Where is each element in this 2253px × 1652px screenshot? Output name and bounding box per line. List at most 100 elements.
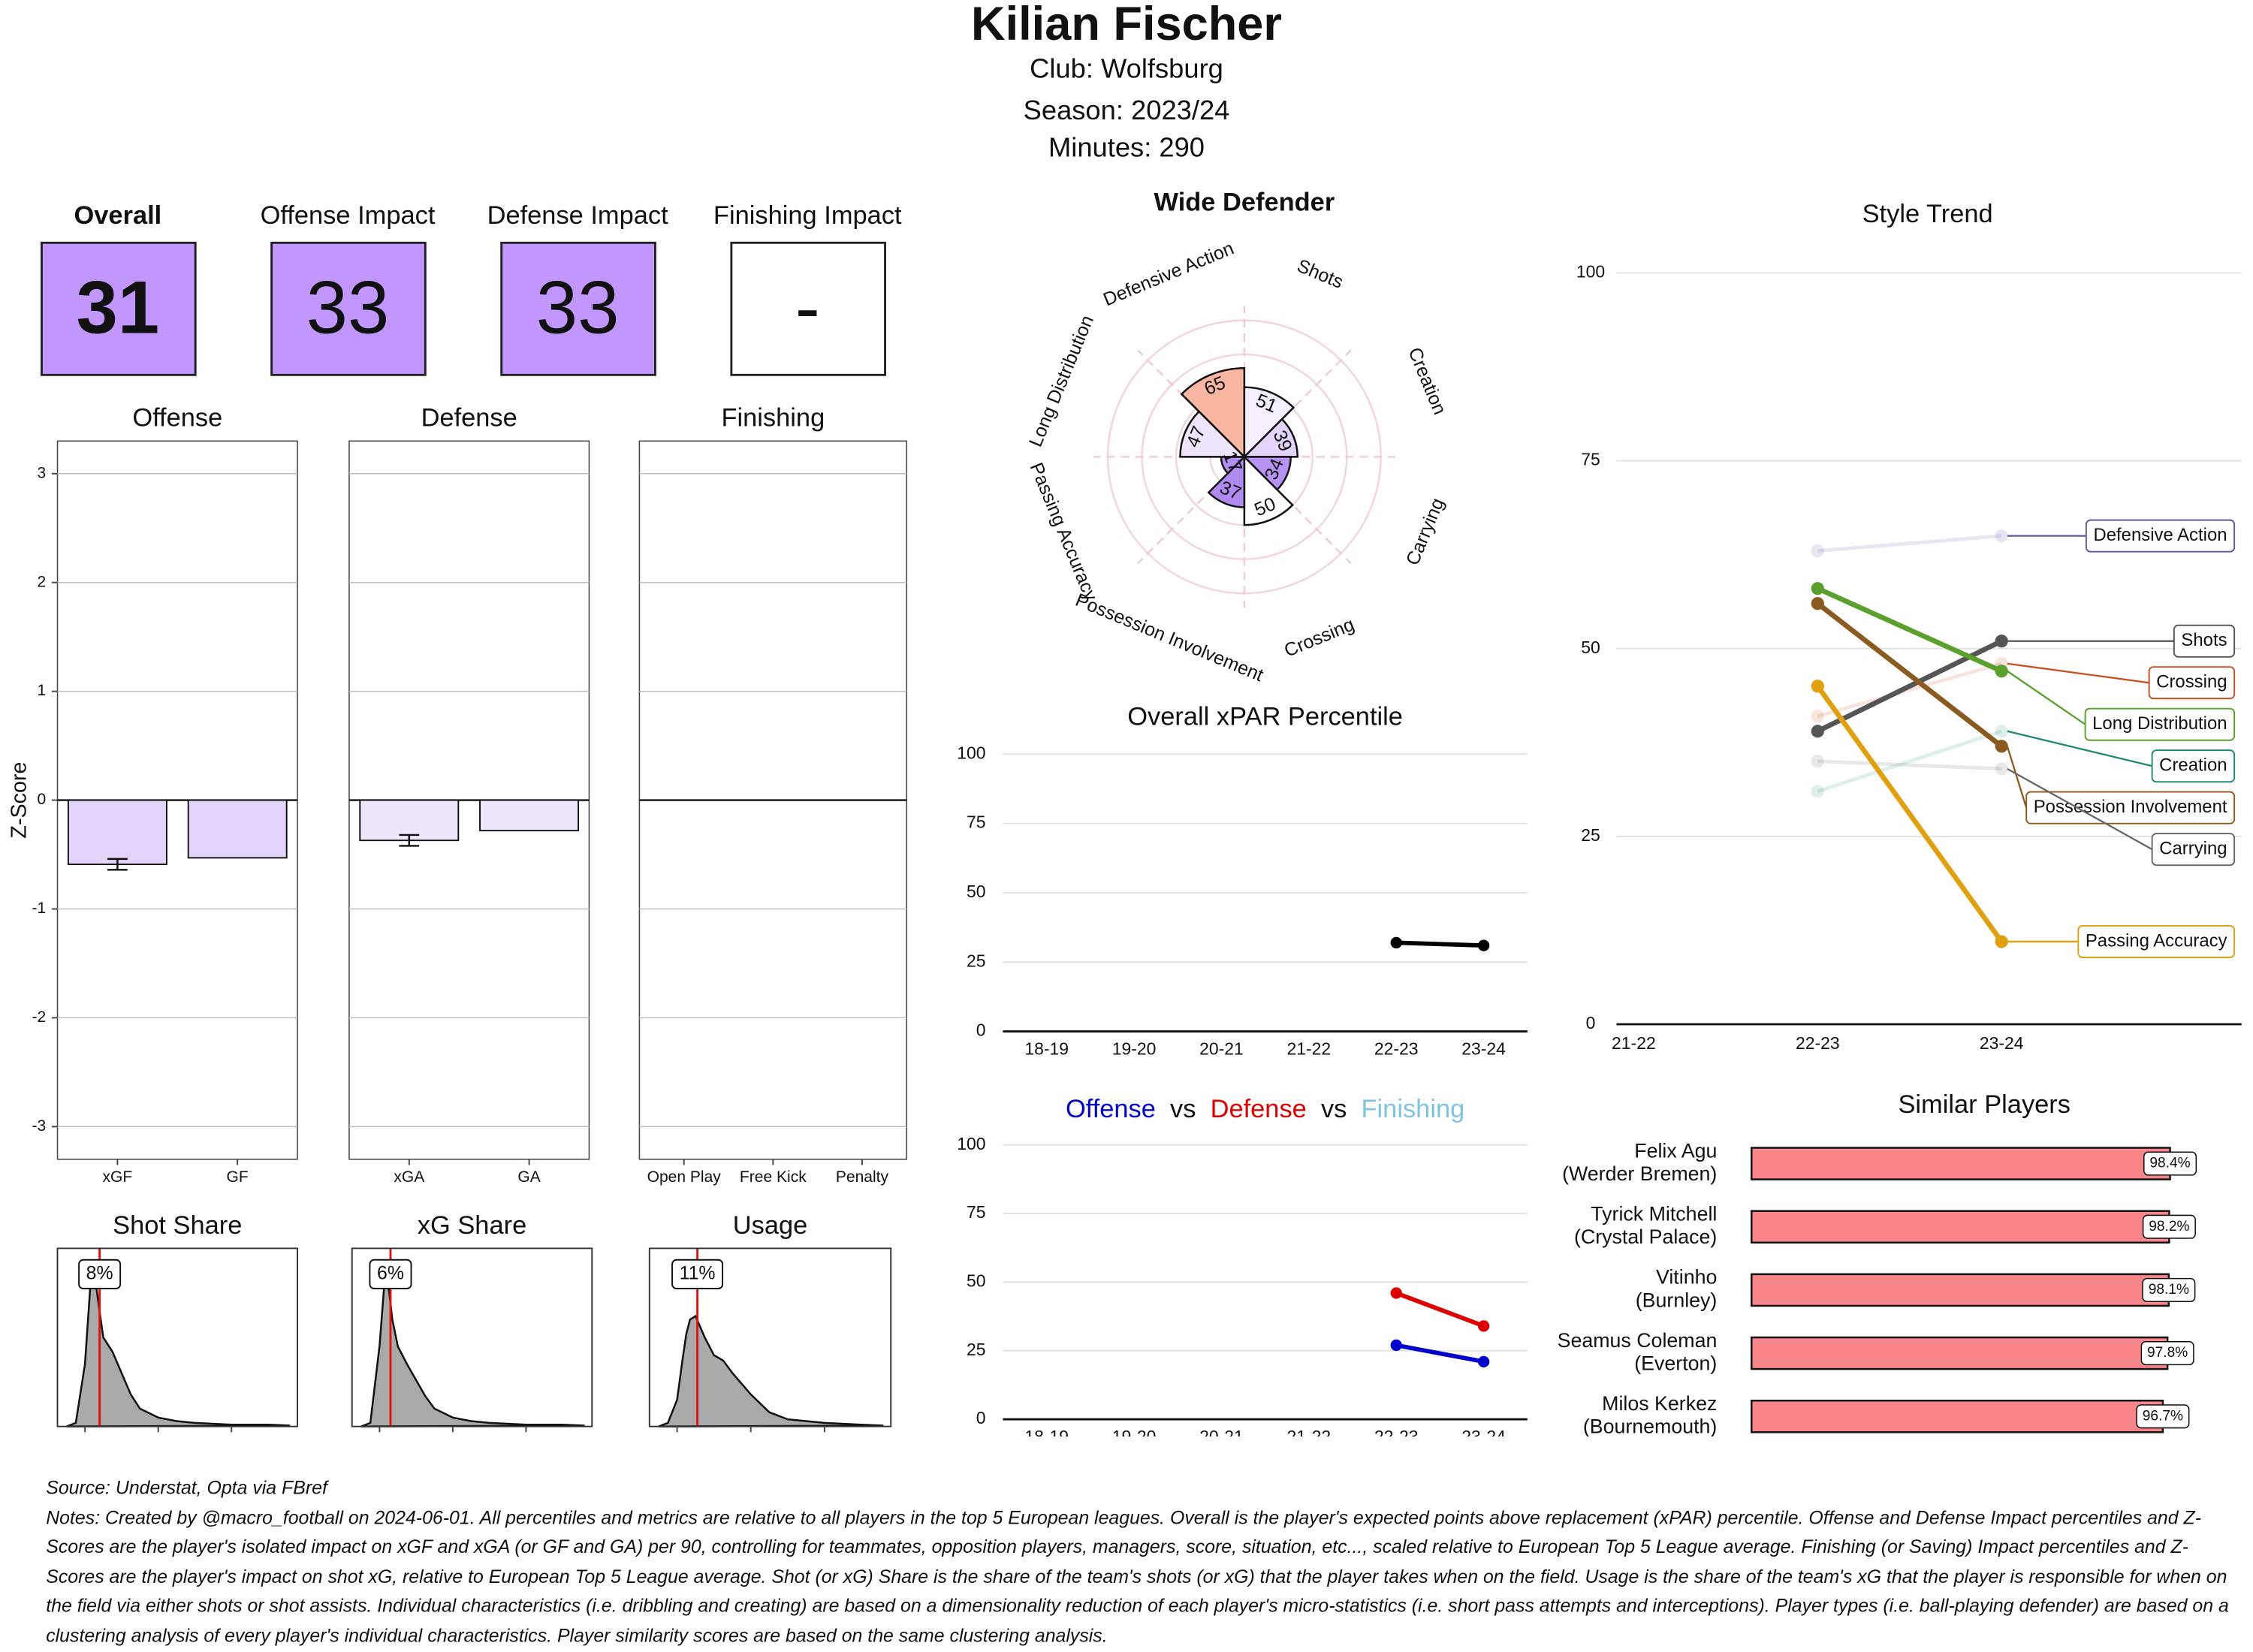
- bar: [1751, 1273, 2170, 1307]
- x-tick-label: Penalty: [836, 1168, 889, 1186]
- series-label: Crossing: [2156, 672, 2227, 692]
- point: [1811, 544, 1824, 558]
- x-tick-label: Open Play: [647, 1168, 722, 1186]
- value-label: 98.1%: [2149, 1282, 2189, 1298]
- series-label: Creation: [2159, 755, 2227, 775]
- label-box: [2085, 519, 2236, 553]
- x-tick-label: xGF: [103, 1168, 133, 1186]
- label-box: [2025, 791, 2236, 824]
- player-club: (Werder Bremen): [1562, 1162, 1717, 1185]
- bar: [187, 799, 288, 859]
- point: [1811, 710, 1824, 723]
- series-label: Shots: [2181, 630, 2227, 650]
- y-axis-label: Z-Score: [7, 762, 31, 839]
- point: [1995, 740, 2008, 753]
- marker-label: 6%: [377, 1262, 404, 1283]
- wedge: [1207, 454, 1246, 508]
- point: [1811, 785, 1824, 798]
- point: [1390, 1339, 1402, 1352]
- x-tick-label: xGA: [394, 1168, 424, 1186]
- card-value: -: [795, 266, 820, 349]
- value-label-box: [2136, 1404, 2190, 1429]
- label-connector: [2007, 662, 2149, 684]
- series-line: [1395, 1343, 1485, 1364]
- y-tick-label: -2: [32, 1008, 47, 1026]
- y-tick-label: 50: [967, 1271, 986, 1290]
- x-tick-label: 23-24: [1980, 1033, 2024, 1053]
- x-tick-label: GA: [517, 1168, 540, 1186]
- footer: Source: Understat, Opta via FBref Notes:…: [46, 1474, 2233, 1650]
- point: [1390, 1287, 1402, 1299]
- x-tick-label: 22-23: [1796, 1033, 1840, 1053]
- y-tick-label: 25: [1581, 825, 1600, 845]
- x-tick-label: 21-22: [1286, 1039, 1331, 1058]
- value-label: 98.4%: [2149, 1156, 2190, 1171]
- chart-title: Overall xPAR Percentile: [1127, 703, 1403, 731]
- point: [1995, 935, 2008, 948]
- category-label: Carrying: [1402, 495, 1449, 568]
- y-tick-label: 1: [38, 682, 47, 699]
- value-label-box: [2142, 1214, 2196, 1239]
- y-tick-label: 0: [38, 791, 47, 808]
- y-tick-label: 25: [967, 951, 986, 970]
- title-separator: vs: [1321, 1095, 1347, 1123]
- panel-title: Defense: [421, 404, 517, 433]
- card-label: Finishing Impact: [713, 201, 902, 230]
- series-line: [1817, 534, 2002, 553]
- value-label: 96.7%: [2143, 1408, 2183, 1424]
- series-line: [1815, 684, 2004, 943]
- y-tick-label: 75: [967, 1202, 986, 1222]
- category-label: Defensive Action: [1100, 238, 1237, 311]
- bar: [1751, 1210, 2170, 1244]
- series-line: [1395, 1291, 1485, 1328]
- category-label: Passing Accuracy: [1026, 460, 1102, 604]
- y-tick-label: 100: [957, 743, 985, 762]
- series-line: [1817, 662, 2002, 719]
- series-label: Passing Accuracy: [2086, 930, 2227, 951]
- y-tick-label: 25: [967, 1340, 986, 1359]
- series-label: Carrying: [2159, 838, 2227, 858]
- legend-entry: Offense: [1066, 1095, 1156, 1123]
- category-label: Long Distribution: [1025, 312, 1098, 450]
- series-label: Long Distribution: [2092, 713, 2227, 734]
- wedge: [1241, 418, 1299, 458]
- marker-label-box: [369, 1259, 412, 1289]
- series-line: [1817, 729, 2002, 794]
- card-value: 33: [306, 266, 390, 349]
- legend-entry: Defense: [1211, 1095, 1307, 1123]
- x-tick-label: 18-19: [1024, 1427, 1069, 1436]
- page-title: Kilian Fischer: [971, 0, 1282, 50]
- y-tick-label: 75: [1581, 450, 1600, 469]
- point: [1477, 1320, 1490, 1332]
- series-line: [1396, 940, 1484, 948]
- chart-title: Similar Players: [1898, 1090, 2071, 1119]
- point: [1995, 725, 2008, 738]
- category-label: Shots: [1294, 255, 1346, 293]
- value-label-box: [2140, 1341, 2194, 1366]
- chart-title: Wide Defender: [1154, 188, 1335, 217]
- y-tick-label: -3: [32, 1117, 47, 1135]
- panel-title: Usage: [733, 1211, 808, 1240]
- y-tick-label: 50: [1581, 638, 1600, 657]
- wedge: [1243, 454, 1294, 526]
- source: Source: Understat, Opta via FBref: [46, 1476, 327, 1499]
- point: [1995, 665, 2008, 678]
- error-bar: [107, 858, 128, 871]
- panel-frame: [351, 1247, 593, 1427]
- label-box: [2077, 924, 2236, 958]
- bar: [479, 799, 580, 832]
- label-connector: [2007, 767, 2153, 851]
- x-tick-label: 20-21: [1199, 1427, 1244, 1436]
- point: [1390, 936, 1402, 949]
- player-name: Tyrick Mitchell: [1591, 1203, 1717, 1225]
- card-label: Defense Impact: [487, 201, 669, 230]
- value-label: 98.2%: [2149, 1219, 2189, 1234]
- marker-label: 8%: [86, 1262, 113, 1283]
- point: [1477, 1355, 1490, 1368]
- label-connector: [2006, 746, 2028, 808]
- series-line: [1817, 759, 2002, 771]
- y-tick-label: 75: [967, 812, 986, 832]
- panel-frame: [56, 1247, 299, 1427]
- player-name: Milos Kerkez: [1602, 1392, 1717, 1415]
